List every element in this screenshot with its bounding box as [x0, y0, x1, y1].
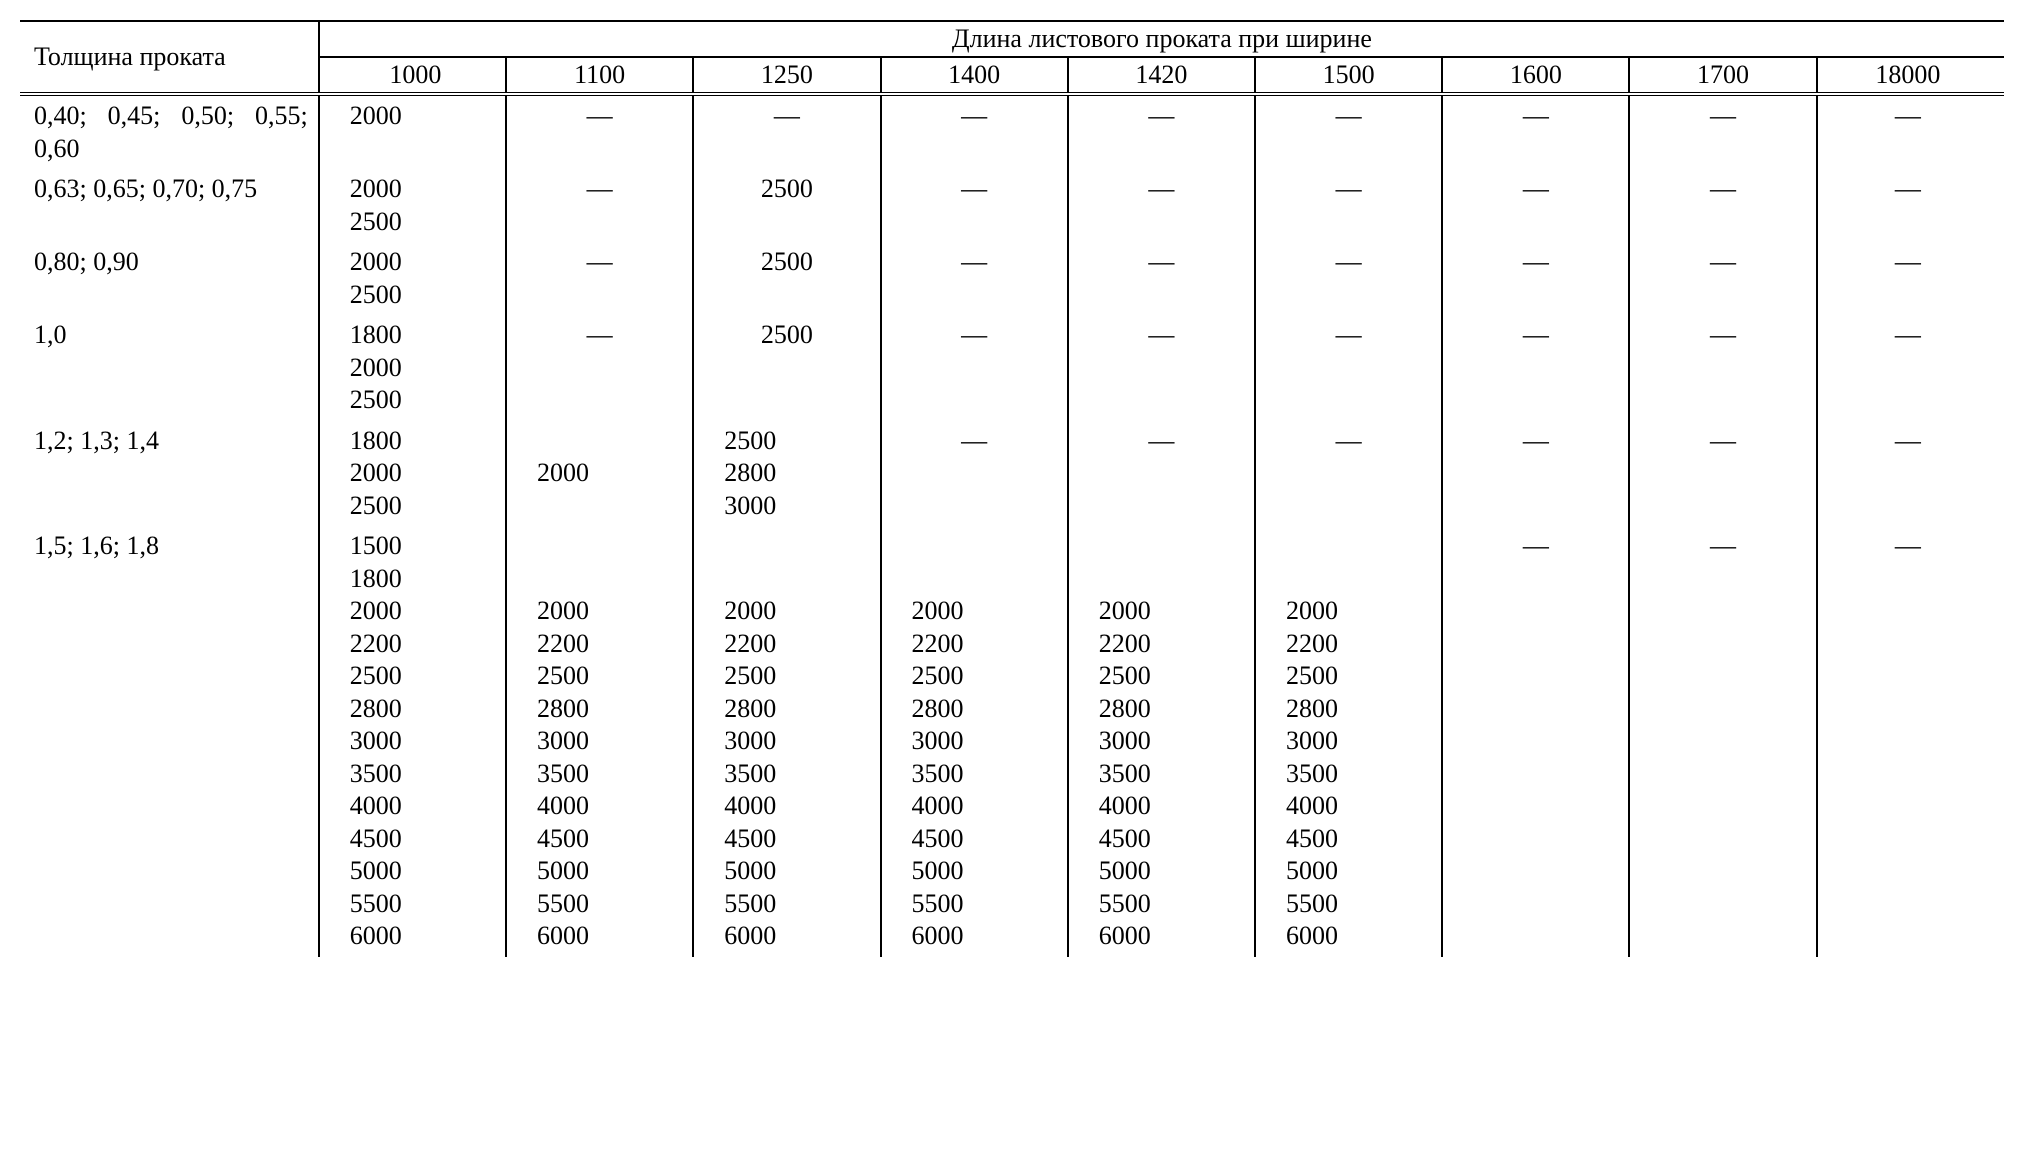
data-cell: — — [1710, 174, 1736, 203]
thickness-cell: 1,2; 1,3; 1,4 — [34, 426, 159, 455]
data-cell: — — [1895, 247, 1921, 276]
data-cell: — — [587, 247, 613, 276]
data-cell: — — [1710, 320, 1736, 349]
data-cell: 1800 2000 2500 — [350, 426, 402, 520]
data-cell: 2000 2200 2500 2800 3000 3500 4000 4500 … — [537, 596, 589, 950]
header-width-6: 1600 — [1442, 57, 1629, 94]
data-cell: 2500 2800 3000 — [724, 426, 776, 520]
data-cell: — — [1895, 320, 1921, 349]
data-cell: — — [961, 174, 987, 203]
table-row: 1,5; 1,6; 1,8 1500 1800 2000 2200 2500 2… — [20, 526, 2004, 957]
data-cell: — — [587, 101, 613, 130]
header-thickness: Толщина проката — [20, 21, 319, 94]
thickness-cell: 1,5; 1,6; 1,8 — [34, 531, 159, 560]
data-cell: — — [1523, 320, 1549, 349]
data-cell: 2000 2200 2500 2800 3000 3500 4000 4500 … — [912, 596, 964, 950]
data-cell: — — [961, 101, 987, 130]
data-cell: — — [1710, 426, 1736, 455]
thickness-cell: 0,80; 0,90 — [34, 247, 139, 276]
data-cell: — — [1336, 426, 1362, 455]
data-cell: 1500 1800 2000 2200 2500 2800 3000 3500 … — [350, 531, 402, 950]
data-cell: — — [1336, 320, 1362, 349]
header-width-5: 1500 — [1255, 57, 1442, 94]
thickness-cell: 0,63; 0,65; 0,70; 0,75 — [34, 174, 257, 203]
data-cell: — — [1148, 247, 1174, 276]
header-width-1: 1100 — [506, 57, 693, 94]
data-cell: — — [1336, 101, 1362, 130]
data-cell: — — [1336, 247, 1362, 276]
data-cell: — — [1710, 101, 1736, 130]
data-cell: — — [1895, 531, 1921, 560]
data-cell: — — [961, 426, 987, 455]
table-row: 0,40; 0,45; 0,50; 0,55; 0,60 2000 — — — … — [20, 94, 2004, 169]
data-cell: — — [1148, 101, 1174, 130]
data-cell: 2000 2200 2500 2800 3000 3500 4000 4500 … — [724, 596, 776, 950]
data-cell: — — [587, 174, 613, 203]
data-cell: — — [1523, 426, 1549, 455]
header-length-span: Длина листового проката при ширине — [319, 21, 2004, 57]
data-cell: — — [1148, 426, 1174, 455]
data-cell: — — [1710, 247, 1736, 276]
data-cell: — — [961, 320, 987, 349]
data-cell: 2500 — [761, 174, 813, 203]
data-cell: — — [1895, 426, 1921, 455]
header-width-4: 1420 — [1068, 57, 1255, 94]
data-cell: 2000 — [537, 458, 589, 487]
data-cell: — — [1895, 174, 1921, 203]
data-cell: 2500 — [761, 320, 813, 349]
thickness-cell: 1,0 — [34, 320, 67, 349]
table-row: 0,80; 0,90 2000 2500 — 2500 — — — — — — — [20, 242, 2004, 315]
header-width-3: 1400 — [881, 57, 1068, 94]
data-cell: 2000 — [350, 101, 402, 130]
data-cell: — — [1148, 174, 1174, 203]
data-cell: — — [1523, 247, 1549, 276]
data-cell: 2000 2200 2500 2800 3000 3500 4000 4500 … — [1286, 596, 1338, 950]
table-row: 1,2; 1,3; 1,4 1800 2000 2500 2000 2500 2… — [20, 421, 2004, 527]
data-cell: — — [1710, 531, 1736, 560]
data-cell: — — [1336, 174, 1362, 203]
data-cell: — — [1523, 101, 1549, 130]
data-cell: 2000 2500 — [350, 247, 402, 309]
data-cell: — — [1523, 531, 1549, 560]
header-length-span-label: Длина листового проката при ширине — [952, 24, 1372, 53]
data-cell: — — [587, 320, 613, 349]
header-thickness-label: Толщина проката — [34, 42, 226, 71]
table-body: 0,40; 0,45; 0,50; 0,55; 0,60 2000 — — — … — [20, 94, 2004, 957]
data-cell: — — [774, 101, 800, 130]
table-row: 1,0 1800 2000 2500 — 2500 — — — — — — — [20, 315, 2004, 421]
data-cell: — — [961, 247, 987, 276]
thickness-cell: 0,40; 0,45; 0,50; 0,55; 0,60 — [34, 101, 308, 163]
data-cell: 2500 — [761, 247, 813, 276]
header-width-7: 1700 — [1629, 57, 1816, 94]
data-cell: 2000 2500 — [350, 174, 402, 236]
data-cell: 1800 2000 2500 — [350, 320, 402, 414]
table-row: 0,63; 0,65; 0,70; 0,75 2000 2500 — 2500 … — [20, 169, 2004, 242]
data-cell: — — [1523, 174, 1549, 203]
header-width-0: 1000 — [319, 57, 506, 94]
data-cell: — — [1148, 320, 1174, 349]
sheet-length-table: Толщина проката Длина листового проката … — [20, 20, 2004, 957]
header-width-8: 18000 — [1817, 57, 2004, 94]
header-width-2: 1250 — [693, 57, 880, 94]
data-cell: — — [1895, 101, 1921, 130]
data-cell: 2000 2200 2500 2800 3000 3500 4000 4500 … — [1099, 596, 1151, 950]
